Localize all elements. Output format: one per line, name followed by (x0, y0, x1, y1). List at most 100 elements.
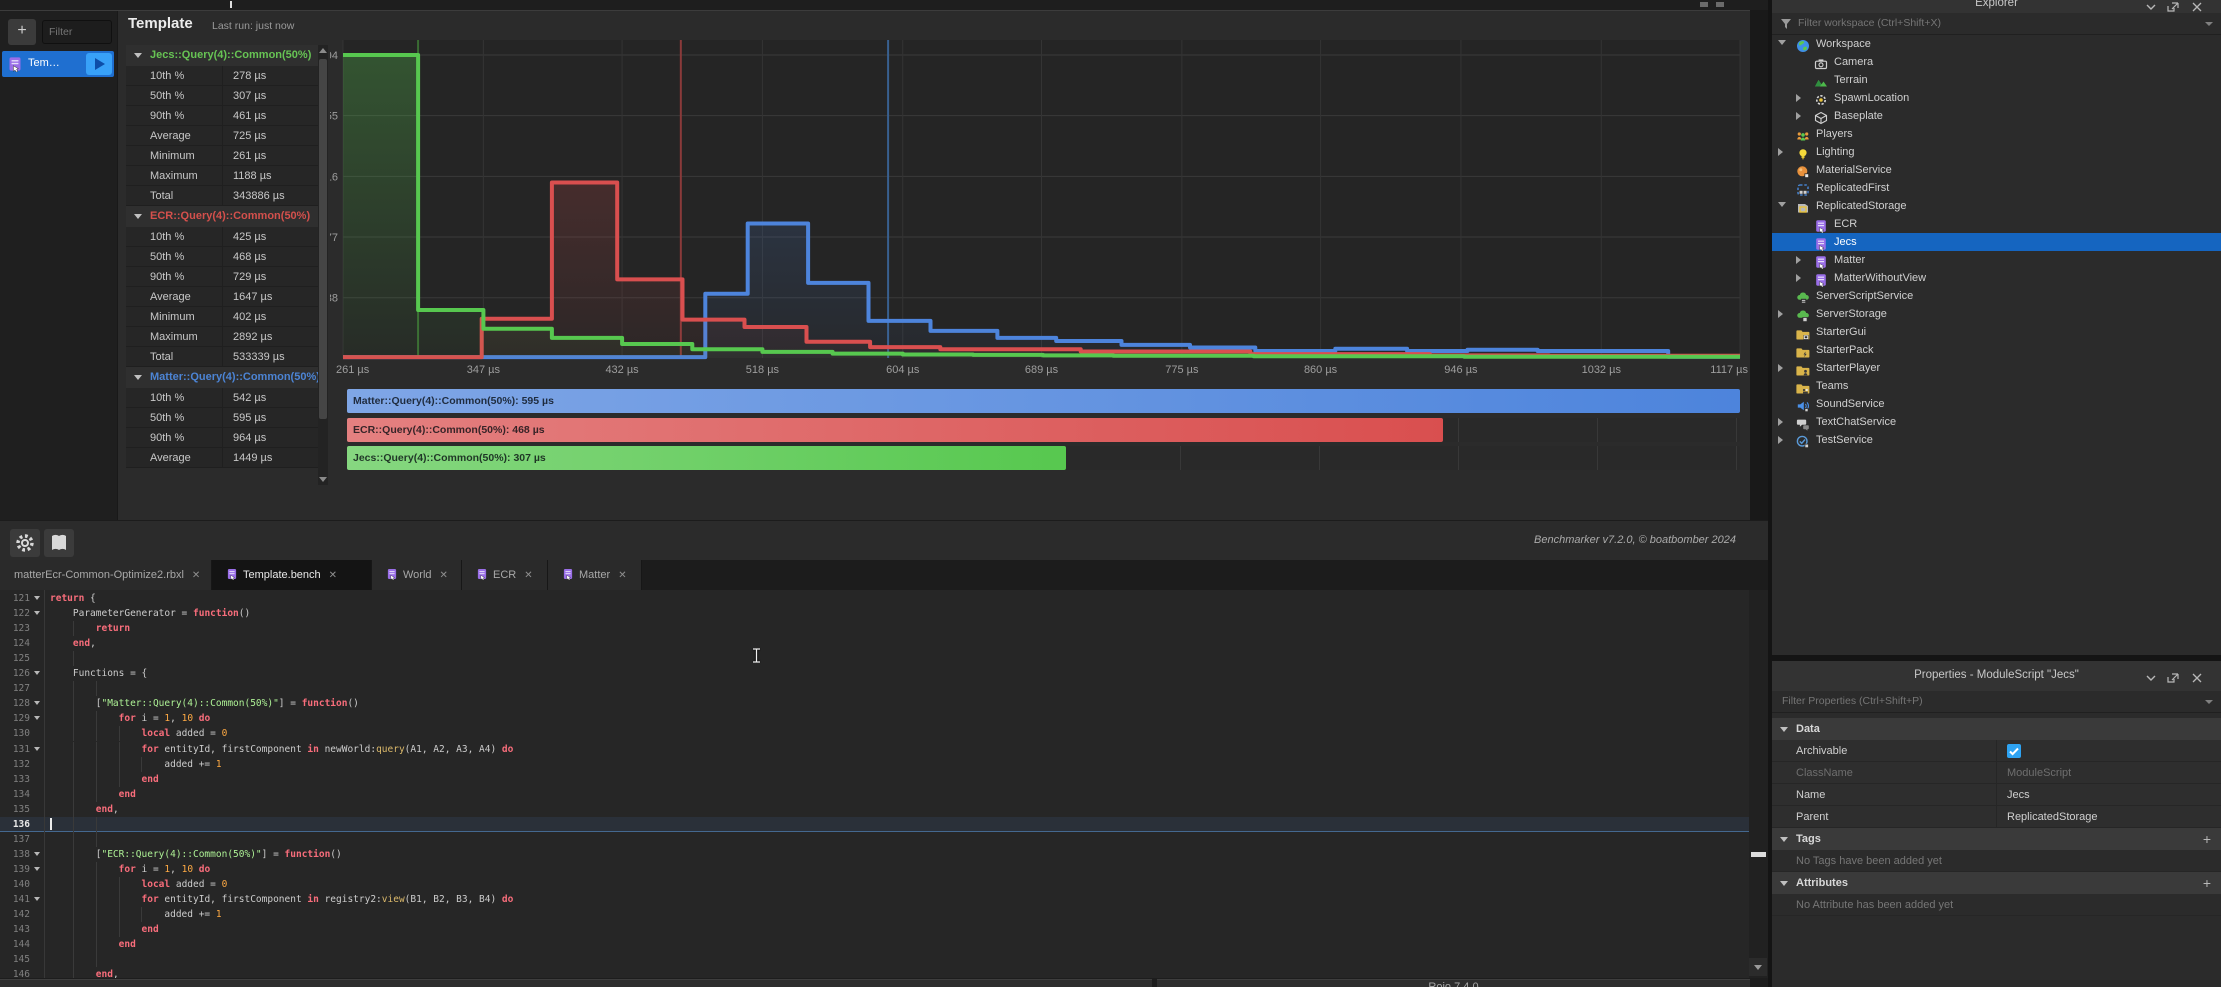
stats-section-header[interactable]: ECR::Query(4)::Common(50%) (126, 206, 318, 227)
tree-item-jecs[interactable]: Jecs (1772, 233, 2221, 251)
code-line[interactable]: 132 added += 1 (0, 756, 1749, 772)
code-line[interactable]: 146 end, (0, 967, 1749, 978)
code-line[interactable]: 123 return (0, 621, 1749, 637)
histogram-chart[interactable]: 138 277 416 555 694 261 µs 347 µs 432 µs 518… (320, 37, 1750, 376)
tree-item-ecr[interactable]: ECR (1772, 215, 2221, 233)
stats-section-header[interactable]: Matter::Query(4)::Common(50%) (126, 367, 318, 388)
collapse-chevron-icon[interactable] (134, 375, 142, 380)
benchmark-list-item[interactable]: Tem… (2, 51, 114, 77)
explorer-filter-input[interactable] (1798, 13, 2178, 33)
chevron-collapsed-icon[interactable] (1778, 436, 1783, 444)
editor-tab[interactable]: ECR ✕ (462, 560, 548, 590)
tree-item-workspace[interactable]: Workspace (1772, 35, 2221, 53)
property-row[interactable]: Parent ReplicatedStorage (1772, 806, 2221, 828)
chevron-expanded-icon[interactable] (1778, 40, 1786, 45)
stats-section-header[interactable]: Jecs::Query(4)::Common(50%) (126, 45, 318, 66)
tree-item-baseplate[interactable]: Baseplate (1772, 107, 2221, 125)
editor-tab[interactable]: matterEcr-Common-Optimize2.rbxl ✕ (0, 560, 212, 590)
tree-item-matterwithoutview[interactable]: MatterWithoutView (1772, 269, 2221, 287)
chevron-expanded-icon[interactable] (1778, 202, 1786, 207)
code-line[interactable]: 125 (0, 651, 1749, 667)
properties-title-bar[interactable]: Properties - ModuleScript "Jecs" (1772, 661, 2221, 691)
chevron-down-icon[interactable] (2145, 0, 2159, 11)
fold-chevron-icon[interactable] (34, 746, 40, 751)
scrollbar-thumb[interactable] (1751, 852, 1766, 857)
tab-close-icon[interactable]: ✕ (618, 570, 627, 581)
code-editor[interactable]: 121 return {122 ParameterGenerator = func… (0, 590, 1749, 978)
property-row[interactable]: Archivable (1772, 740, 2221, 762)
code-line[interactable]: 122 ParameterGenerator = function() (0, 606, 1749, 621)
property-section-tags[interactable]: Tags + (1772, 828, 2221, 850)
window-control-icon[interactable] (1700, 2, 1708, 7)
chevron-collapsed-icon[interactable] (1778, 418, 1783, 426)
property-section-attributes[interactable]: Attributes + (1772, 872, 2221, 894)
chevron-collapsed-icon[interactable] (1796, 94, 1801, 102)
close-icon[interactable] (2191, 670, 2205, 683)
tab-close-icon[interactable]: ✕ (439, 570, 448, 581)
collapse-chevron-icon[interactable] (1780, 881, 1788, 886)
window-close-icon[interactable] (1716, 2, 1724, 7)
tree-item-soundservice[interactable]: SoundService (1772, 395, 2221, 413)
fold-chevron-icon[interactable] (34, 671, 40, 676)
tree-item-lighting[interactable]: Lighting (1772, 143, 2221, 161)
fold-chevron-icon[interactable] (34, 866, 40, 871)
tab-close-icon[interactable]: ✕ (524, 570, 533, 581)
chevron-collapsed-icon[interactable] (1778, 364, 1783, 372)
docs-button[interactable] (44, 529, 74, 557)
code-line[interactable]: 128 ["Matter::Query(4)::Common(50%)"] = … (0, 696, 1749, 712)
close-icon[interactable] (2191, 0, 2205, 12)
fold-chevron-icon[interactable] (34, 611, 40, 616)
tree-item-serverstorage[interactable]: ServerStorage (1772, 305, 2221, 323)
tree-item-replicatedstorage[interactable]: ReplicatedStorage (1772, 197, 2221, 215)
code-line[interactable]: 130 local added = 0 (0, 726, 1749, 742)
property-row[interactable]: Name Jecs (1772, 784, 2221, 806)
code-line[interactable]: 129 for i = 1, 10 do (0, 711, 1749, 727)
tree-item-startergui[interactable]: StarterGui (1772, 323, 2221, 341)
collapse-chevron-icon[interactable] (134, 53, 142, 58)
benchmark-filter-input[interactable] (42, 20, 112, 44)
add-benchmark-button[interactable]: + (8, 19, 36, 45)
filter-options-chevron-icon[interactable] (2205, 22, 2213, 26)
property-section-data[interactable]: Data (1772, 718, 2221, 740)
property-value[interactable]: Jecs (1996, 784, 2221, 805)
explorer-title-bar[interactable]: Explorer (1772, 0, 2221, 13)
collapse-chevron-icon[interactable] (1780, 837, 1788, 842)
code-line[interactable]: 127 (0, 681, 1749, 697)
run-benchmark-button[interactable] (86, 53, 112, 75)
chevron-collapsed-icon[interactable] (1796, 256, 1801, 264)
editor-tab[interactable]: Template.bench ✕ (212, 560, 372, 590)
legend-bar[interactable]: Matter::Query(4)::Common(50%): 595 µs (347, 389, 1740, 413)
code-line[interactable]: 144 end (0, 937, 1749, 953)
code-line[interactable]: 121 return { (0, 591, 1749, 606)
code-line[interactable]: 126 Functions = { (0, 666, 1749, 681)
code-line[interactable]: 141 for entityId, firstComponent in regi… (0, 892, 1749, 907)
scrollbar-thumb[interactable] (319, 59, 327, 419)
code-line[interactable]: 142 added += 1 (0, 907, 1749, 923)
tree-item-replicatedfirst[interactable]: ReplicatedFirst (1772, 179, 2221, 197)
code-line[interactable]: 138 ["ECR::Query(4)::Common(50%)"] = fun… (0, 846, 1749, 862)
add-button[interactable]: + (2202, 831, 2211, 847)
property-value[interactable]: ModuleScript (1996, 762, 2221, 783)
property-row[interactable]: ClassName ModuleScript (1772, 762, 2221, 784)
settings-button[interactable] (10, 529, 40, 557)
tree-item-matter[interactable]: Matter (1772, 251, 2221, 269)
add-button[interactable]: + (2202, 875, 2211, 891)
filter-options-chevron-icon[interactable] (2205, 700, 2213, 704)
code-line[interactable]: 139 for i = 1, 10 do (0, 861, 1749, 877)
code-line[interactable]: 135 end, (0, 801, 1749, 817)
tree-item-materialservice[interactable]: MaterialService (1772, 161, 2221, 179)
scroll-up-icon[interactable] (319, 48, 327, 53)
editor-tab[interactable]: World ✕ (372, 560, 462, 590)
scroll-down-icon[interactable] (319, 477, 327, 482)
fold-chevron-icon[interactable] (34, 596, 40, 600)
tree-item-textchatservice[interactable]: TextChatService (1772, 413, 2221, 431)
code-line[interactable]: 140 local added = 0 (0, 876, 1749, 892)
chevron-collapsed-icon[interactable] (1796, 274, 1801, 282)
scroll-down-button[interactable] (1749, 958, 1767, 976)
tree-item-spawnlocation[interactable]: SpawnLocation (1772, 89, 2221, 107)
property-value[interactable] (1996, 740, 2221, 761)
chevron-collapsed-icon[interactable] (1778, 148, 1783, 156)
chevron-collapsed-icon[interactable] (1778, 310, 1783, 318)
tree-item-serverscriptservice[interactable]: ServerScriptService (1772, 287, 2221, 305)
tree-item-camera[interactable]: Camera (1772, 53, 2221, 71)
